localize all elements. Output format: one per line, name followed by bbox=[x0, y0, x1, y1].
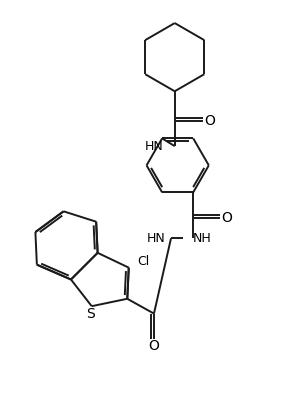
Text: Cl: Cl bbox=[137, 255, 149, 268]
Text: HN: HN bbox=[147, 232, 166, 245]
Text: NH: NH bbox=[193, 232, 212, 245]
Text: O: O bbox=[221, 211, 232, 224]
Text: O: O bbox=[149, 339, 159, 353]
Text: S: S bbox=[86, 307, 95, 321]
Text: HN: HN bbox=[145, 140, 163, 153]
Text: O: O bbox=[204, 114, 215, 128]
